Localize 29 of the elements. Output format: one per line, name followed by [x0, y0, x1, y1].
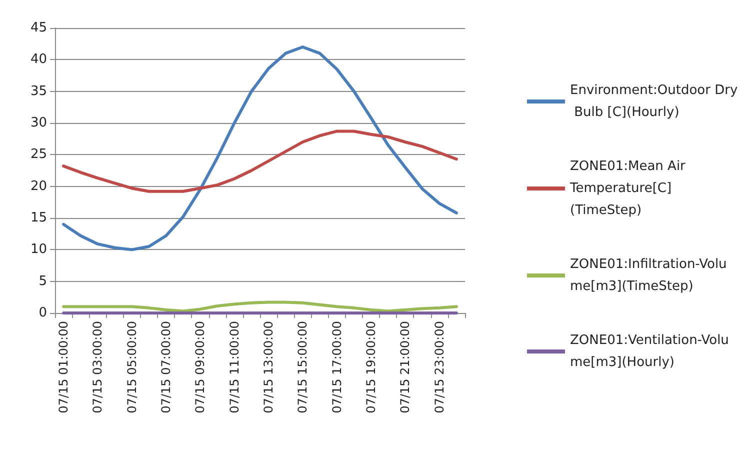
y-tick-label: 45	[30, 20, 47, 36]
legend-label: ZONE01:Mean Air Temperature[C](TimeStep)	[569, 159, 690, 218]
x-tick-label: 07/15 21:00:00	[398, 321, 412, 414]
x-tick-label: 07/15 17:00:00	[330, 321, 344, 414]
y-tick-label: 15	[30, 210, 47, 226]
x-tick-label: 07/15 05:00:00	[124, 321, 139, 414]
x-tick-label: 07/15 01:00:00	[56, 321, 71, 414]
legend-label: ZONE01:Infiltration-Volume[m3](TimeStep)	[570, 257, 727, 294]
x-tick-label: 07/15 13:00:00	[262, 321, 276, 414]
x-tick-label: 07/15 19:00:00	[364, 321, 378, 414]
y-tick-label: 0	[38, 306, 47, 320]
line-series	[62, 130, 458, 193]
legend-label: Environment:Outdoor Dry Bulb [C](Hourly)	[570, 83, 738, 120]
x-tick-label: 07/15 03:00:00	[90, 321, 105, 414]
y-tick-label: 25	[30, 147, 47, 162]
line-series	[62, 46, 458, 252]
y-tick-label: 5	[38, 274, 47, 289]
y-tick-label: 40	[30, 52, 47, 68]
y-tick-label: 30	[30, 116, 47, 130]
x-tick-label: 07/15 09:00:00	[193, 321, 208, 414]
y-tick-label: 20	[30, 178, 47, 194]
x-tick-label: 07/15 23:00:00	[432, 321, 446, 414]
y-tick-label: 10	[30, 242, 47, 258]
x-tick-label: 07/15 07:00:00	[159, 321, 174, 414]
x-tick-label: 07/15 15:00:00	[296, 321, 310, 414]
legend-label: ZONE01:Ventilation-Volume[m3](Hourly)	[570, 333, 729, 370]
line-series	[62, 300, 458, 313]
y-tick-label: 35	[30, 84, 47, 99]
x-tick-label: 07/15 11:00:00	[227, 321, 242, 414]
